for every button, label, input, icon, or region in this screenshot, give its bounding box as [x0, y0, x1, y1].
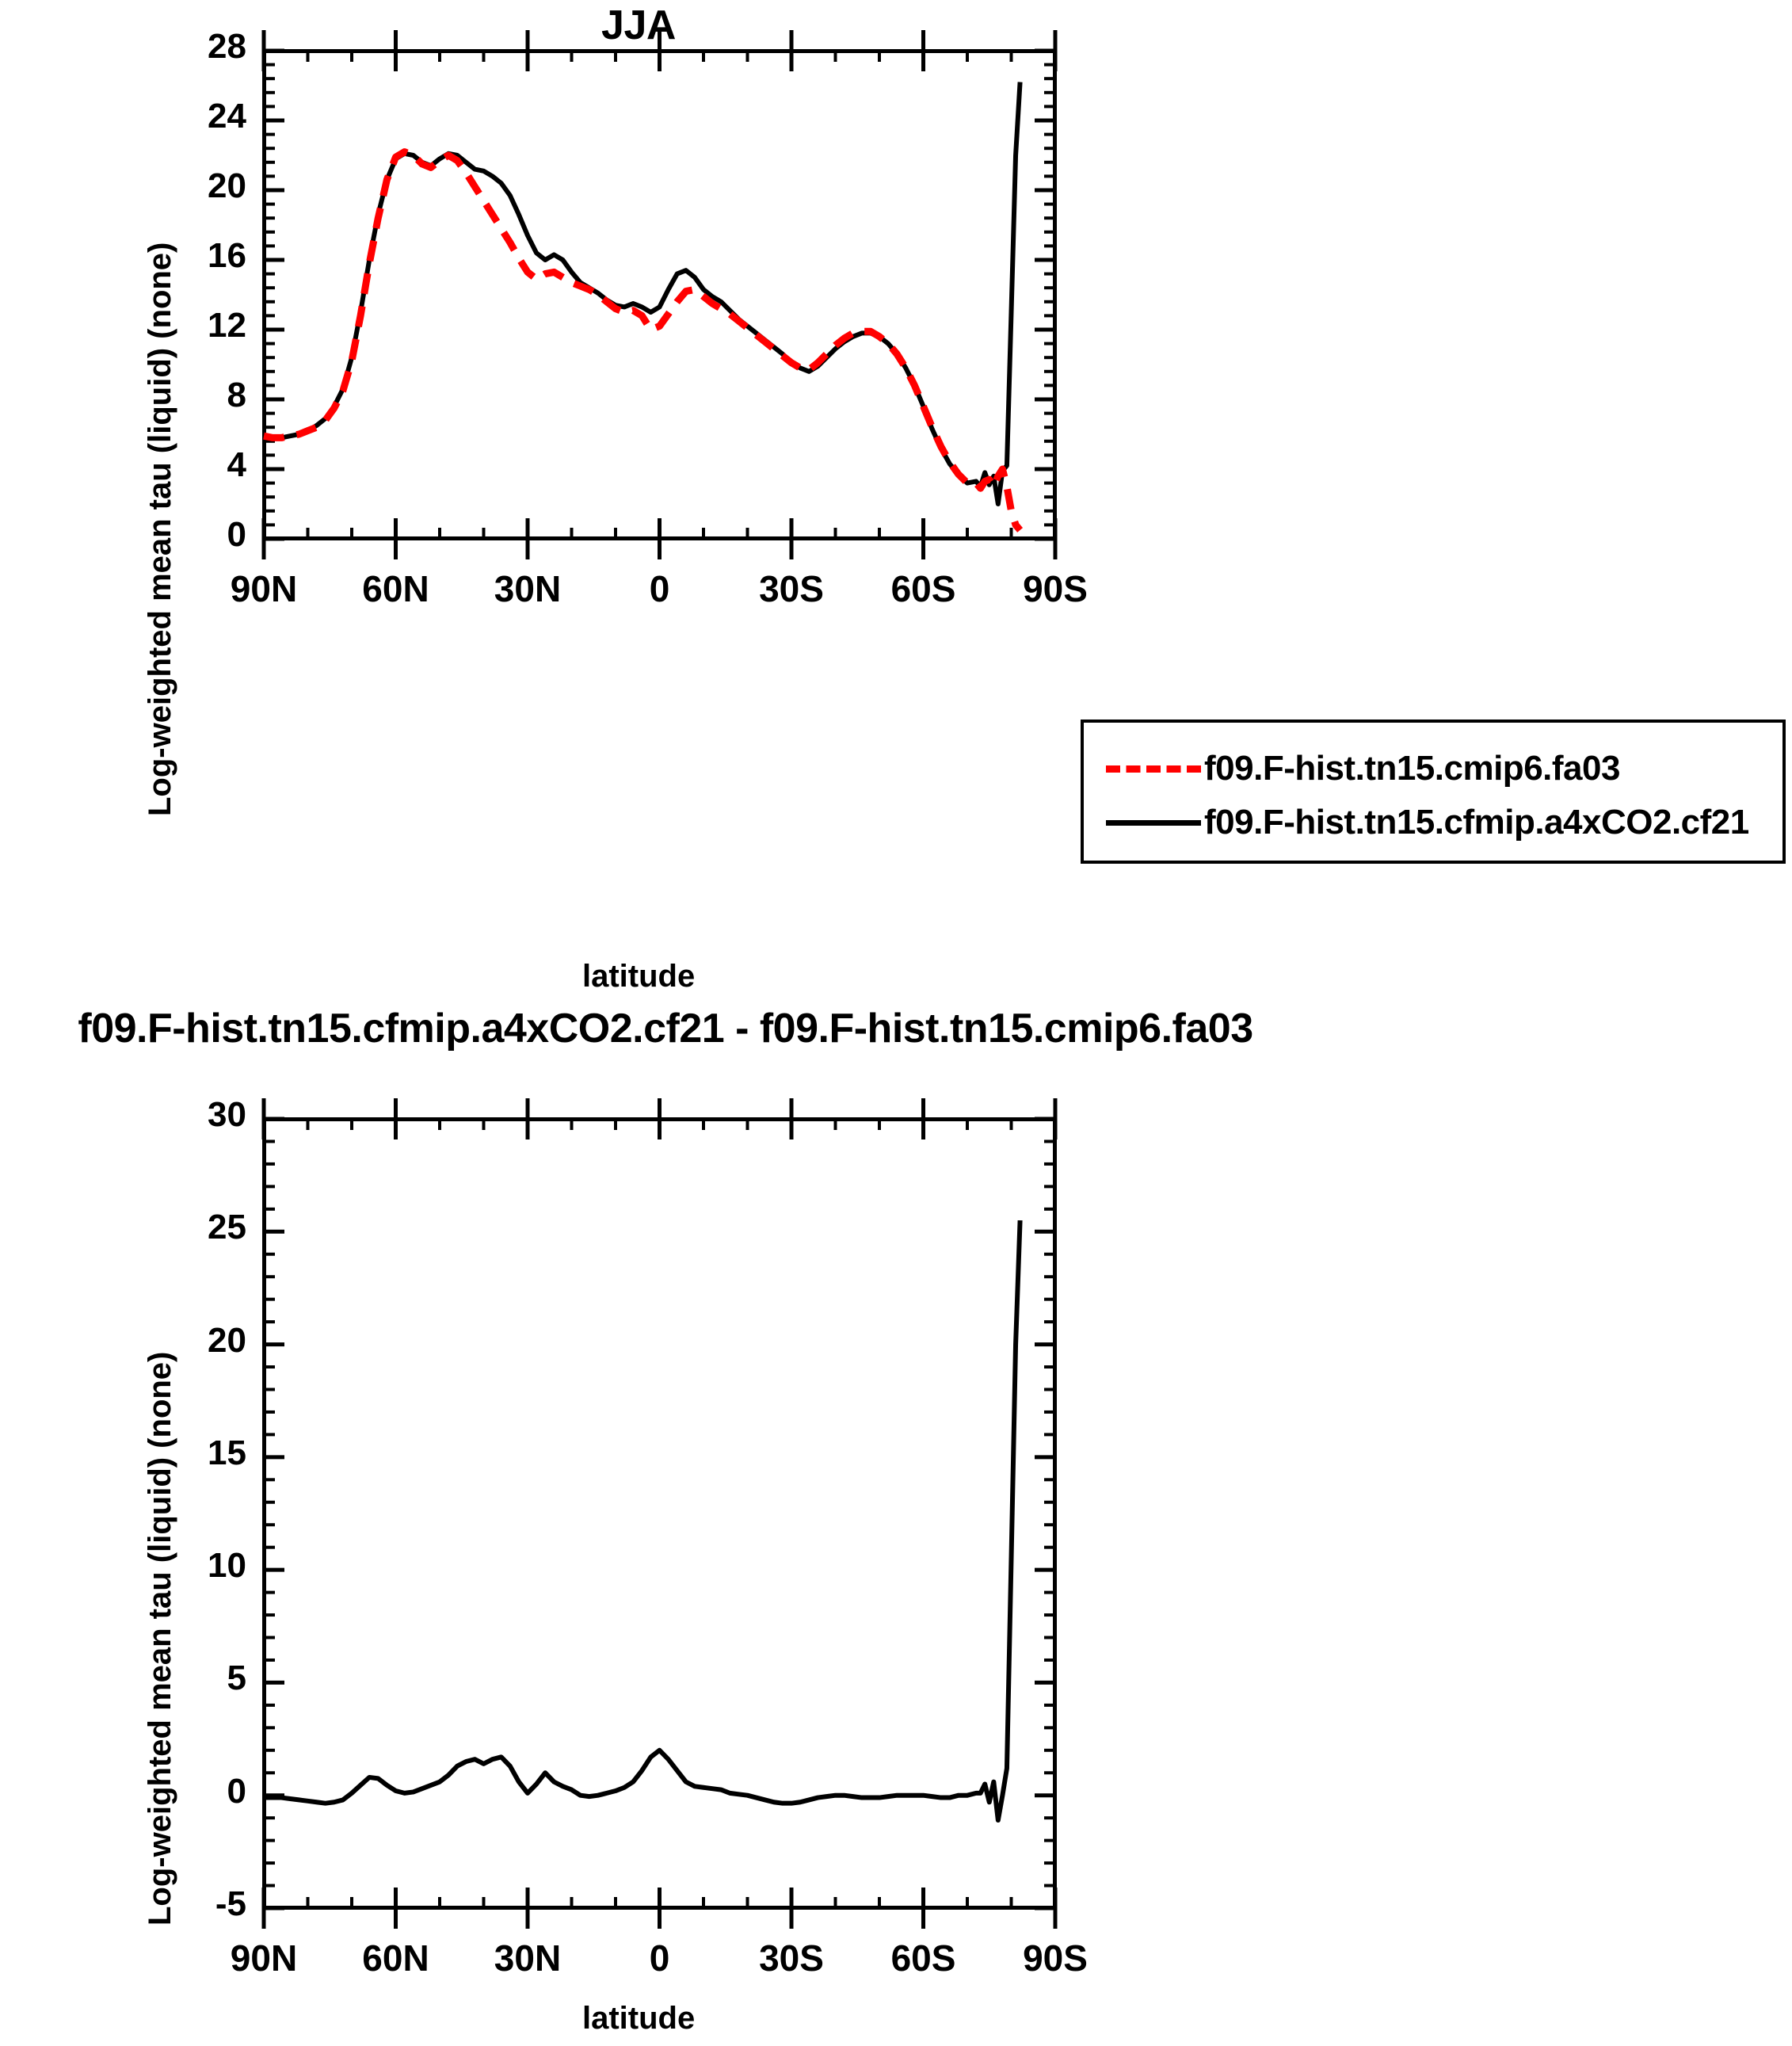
x-tick-label: 90N	[230, 568, 298, 609]
x-tick-label: 0	[649, 1937, 670, 1979]
x-tick-label: 60N	[362, 1937, 429, 1979]
x-tick-label: 60S	[890, 568, 956, 609]
y-tick-label: 12	[208, 306, 246, 345]
bottom-plot-frame	[262, 1117, 1057, 1910]
bottom-chart-panel: Log-weighted mean tau (liquid) (none) la…	[0, 1062, 1792, 2046]
y-tick-label: 0	[227, 1771, 246, 1811]
top-chart-panel: JJA Log-weighted mean tau (liquid) (none…	[0, 0, 1792, 994]
y-tick-label: 8	[227, 376, 246, 414]
bottom-y-tick-labels: 30 25 20 15 10 5 0 -5	[0, 1062, 1792, 2046]
x-tick-label: 60N	[362, 568, 429, 609]
x-tick-label: 30S	[759, 568, 824, 609]
x-tick-label: 30N	[494, 1937, 562, 1979]
y-tick-label: 5	[227, 1659, 246, 1698]
x-tick-label: 60S	[890, 1937, 956, 1979]
legend-label-1: f09.F-hist.tn15.cfmip.a4xCO2.cf21	[1204, 803, 1749, 842]
top-y-tick-labels: 28 24 20 16 12 8 4 0	[0, 0, 1792, 975]
legend-swatch-dashed	[1106, 765, 1201, 773]
y-tick-label: 20	[208, 1320, 246, 1360]
legend-box	[1081, 720, 1786, 864]
bottom-plot-svg	[261, 1098, 1058, 1929]
x-tick-label: 90S	[1023, 568, 1088, 609]
bottom-x-tick-labels: 90N 60N 30N 0 30S 60S 90S	[0, 1062, 1792, 2046]
y-tick-label: -5	[215, 1884, 246, 1923]
bottom-x-axis-label: latitude	[582, 2001, 696, 2036]
x-tick-label: 90S	[1023, 1937, 1088, 1979]
y-tick-label: 20	[208, 166, 246, 205]
y-tick-label: 24	[208, 97, 246, 136]
difference-title: f09.F-hist.tn15.cfmip.a4xCO2.cf21 - f09.…	[78, 1006, 1253, 1052]
x-tick-label: 30S	[759, 1937, 824, 1979]
y-tick-label: 10	[208, 1546, 246, 1586]
y-tick-label: 16	[208, 236, 246, 275]
top-x-axis-label: latitude	[582, 959, 696, 994]
series-line-1	[263, 148, 1024, 532]
top-plot-frame	[262, 49, 1057, 540]
x-tick-label: 0	[649, 568, 670, 609]
y-tick-label: 30	[208, 1095, 246, 1134]
x-tick-label: 90N	[230, 1937, 298, 1979]
top-chart-title: JJA	[601, 2, 676, 48]
legend-entry-1: f09.F-hist.tn15.cfmip.a4xCO2.cf21	[1106, 799, 1749, 846]
x-tick-label: 30N	[494, 568, 562, 609]
top-plot-svg	[261, 30, 1058, 559]
y-tick-label: 0	[227, 515, 246, 554]
y-tick-label: 25	[208, 1208, 246, 1247]
legend-label-0: f09.F-hist.tn15.cmip6.fa03	[1204, 749, 1620, 788]
legend-swatch-solid	[1106, 819, 1201, 826]
top-x-tick-labels: 90N 60N 30N 0 30S 60S 90S	[0, 0, 1792, 975]
y-tick-label: 4	[227, 445, 246, 484]
series-line-0	[264, 1220, 1023, 1823]
legend-entry-0: f09.F-hist.tn15.cmip6.fa03	[1106, 745, 1620, 792]
y-tick-label: 28	[208, 27, 246, 66]
y-tick-label: 15	[208, 1433, 246, 1472]
